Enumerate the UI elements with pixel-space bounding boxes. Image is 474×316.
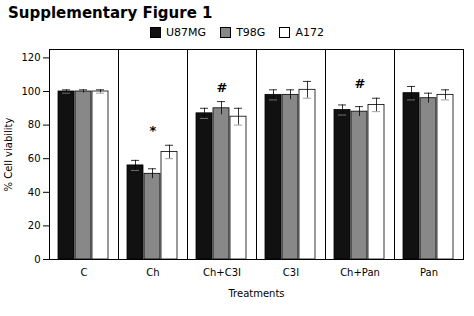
svg-text:20: 20 bbox=[28, 220, 41, 231]
svg-text:120: 120 bbox=[21, 52, 40, 63]
html-text:T98G: T98G bbox=[236, 26, 266, 39]
svg-text:Ch: Ch bbox=[146, 267, 159, 278]
svg-text:Treatments: Treatments bbox=[227, 288, 284, 299]
svg-text:60: 60 bbox=[28, 153, 41, 164]
html-text:U87MG: U87MG bbox=[166, 26, 207, 39]
svg-text:Ch+Pan: Ch+Pan bbox=[340, 267, 380, 278]
svg-text:*: * bbox=[150, 123, 157, 138]
svg-text:#: # bbox=[217, 80, 228, 95]
html-text:Supplementary Figure 1: Supplementary Figure 1 bbox=[8, 4, 213, 22]
svg-text:80: 80 bbox=[28, 119, 41, 130]
svg-text:Pan: Pan bbox=[420, 267, 438, 278]
svg-text:C3I: C3I bbox=[283, 267, 299, 278]
svg-text:C: C bbox=[81, 267, 88, 278]
html-text:A172: A172 bbox=[295, 26, 324, 39]
svg-text:40: 40 bbox=[28, 187, 41, 198]
svg-text:0: 0 bbox=[34, 254, 40, 265]
svg-text:100: 100 bbox=[21, 86, 40, 97]
svg-text:% Cell viability: % Cell viability bbox=[3, 117, 14, 191]
svg-text:Ch+C3I: Ch+C3I bbox=[203, 267, 241, 278]
svg-text:#: # bbox=[355, 76, 366, 91]
